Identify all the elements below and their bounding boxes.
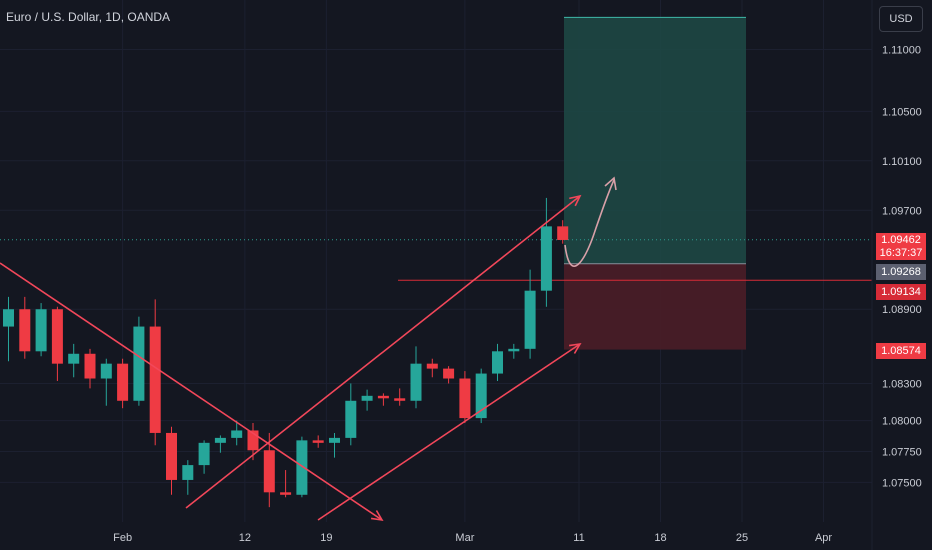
candle-body <box>361 395 373 401</box>
current-price-value: 1.09462 <box>881 234 921 246</box>
currency-button[interactable]: USD <box>879 6 923 32</box>
x-tick-label: 19 <box>320 532 332 544</box>
y-tick-label: 1.09700 <box>882 205 922 217</box>
candle-body <box>280 492 292 495</box>
candle-body <box>117 363 129 401</box>
candle-body <box>84 353 96 379</box>
stop-zone <box>564 263 746 350</box>
x-tick-label: Feb <box>113 532 132 544</box>
stop-line-badge: 1.09134 <box>876 284 926 300</box>
lower-channel-arrow <box>317 343 581 521</box>
candle-body <box>296 440 308 495</box>
candle-body <box>231 430 243 438</box>
entry-price-badge: 1.09268 <box>876 264 926 280</box>
y-tick-label: 1.08000 <box>882 416 922 428</box>
y-tick-label: 1.10500 <box>882 106 922 118</box>
candle-body <box>166 432 177 480</box>
candle-body <box>263 450 275 493</box>
candle-body <box>443 368 455 379</box>
upper-channel-arrow <box>185 195 581 509</box>
x-tick-label: 25 <box>736 532 748 544</box>
y-tick-label: 1.07500 <box>882 477 922 489</box>
x-tick-label: 18 <box>654 532 666 544</box>
candle-body <box>426 363 438 369</box>
candle-body <box>3 309 14 327</box>
candle-body <box>247 430 259 451</box>
candle-body <box>508 348 520 352</box>
candle-body <box>35 309 47 352</box>
target-zone <box>564 17 746 264</box>
candle-body <box>492 351 503 374</box>
candle-body <box>133 326 145 401</box>
candle-body <box>540 226 552 291</box>
candle-body <box>410 363 422 401</box>
y-tick-label: 1.08900 <box>882 304 922 316</box>
candle-body <box>149 326 161 433</box>
projection-curve-head <box>604 176 617 191</box>
y-tick-label: 1.07750 <box>882 446 922 458</box>
candle-body <box>329 437 340 443</box>
y-tick-label: 1.11000 <box>882 44 921 56</box>
candle-body <box>51 309 63 364</box>
candle-body <box>377 395 389 399</box>
chart-title: Euro / U.S. Dollar, 1D, OANDA <box>6 10 171 24</box>
projection-curve <box>564 179 615 267</box>
upper-channel-arrow-head <box>569 194 582 207</box>
candle-body <box>345 400 357 438</box>
candle-body <box>557 226 569 240</box>
candle-body <box>312 440 324 443</box>
candle-body <box>475 373 487 419</box>
current-price-badge: 1.09462 16:37:37 <box>876 233 926 260</box>
stop-target-badge: 1.08574 <box>876 343 926 359</box>
candle-body <box>19 309 31 352</box>
downtrend-arrow <box>0 262 383 521</box>
x-tick-label: 11 <box>573 532 584 544</box>
candle-body <box>68 353 80 364</box>
countdown-value: 16:37:37 <box>879 247 923 259</box>
candle-body <box>182 465 194 480</box>
x-tick-label: 12 <box>239 532 251 544</box>
candle-body <box>524 290 536 349</box>
downtrend-arrow-head <box>370 510 384 522</box>
candle-body <box>100 363 112 379</box>
lower-channel-arrow-head <box>568 342 582 354</box>
candle-body <box>394 398 406 401</box>
candle-body <box>459 378 471 419</box>
candle-body <box>214 437 226 443</box>
y-tick-label: 1.08300 <box>882 378 922 390</box>
candle-body <box>198 442 210 466</box>
x-tick-label: Apr <box>815 532 832 544</box>
x-tick-label: Mar <box>455 532 474 544</box>
y-tick-label: 1.10100 <box>882 156 922 168</box>
